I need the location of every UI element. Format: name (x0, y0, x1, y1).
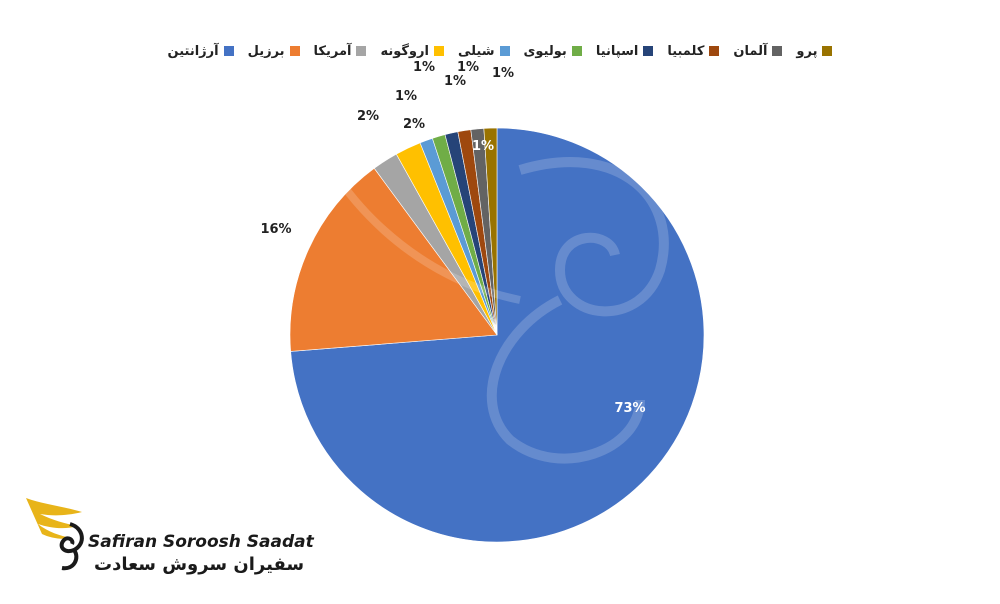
brand-name-en: Safiran Soroosh Saadat (88, 532, 314, 552)
legend-item: کلمبیا (667, 43, 720, 59)
legend-swatch (822, 46, 833, 56)
legend-item: آرژانتین (168, 44, 234, 59)
pie-slices (289, 127, 705, 543)
pie-data-label: 1% (472, 139, 494, 154)
legend-swatch (772, 46, 783, 56)
pie-data-label: 1% (457, 60, 479, 75)
pie-data-label: 1% (444, 74, 466, 89)
brand-logo: Safiran Soroosh Saadat سفیران سروش سعادت (22, 494, 314, 584)
pie-slice (289, 167, 498, 352)
legend-label: برزیل (247, 43, 285, 59)
legend-swatch (643, 46, 654, 56)
legend-swatch (433, 46, 444, 56)
legend-label: شیلی (457, 43, 495, 59)
legend-label: پرو (796, 43, 818, 59)
legend-swatch (499, 46, 510, 56)
swan-wing-logo-icon (26, 498, 84, 571)
legend-swatch (289, 46, 300, 56)
legend-swatch (223, 46, 234, 56)
legend-label: آرژانتین (167, 43, 219, 59)
brand-name-fa: سفیران سروش سعادت (94, 554, 305, 575)
pie-data-label: 2% (403, 117, 425, 132)
legend-label: اروگونه (380, 43, 429, 59)
legend-swatch (709, 46, 720, 56)
pie-data-label: 2% (357, 109, 379, 124)
pie-data-labels: 73%16%2%2%1%1%1%1%1% 1% (260, 60, 645, 416)
pie-data-label: 73% (614, 401, 645, 416)
legend-label: بولیوی (523, 43, 567, 59)
pie-data-label: 1% (492, 66, 514, 81)
legend-item: بولیوی (524, 44, 582, 59)
legend-item: برزیل (248, 44, 300, 59)
legend-label: آلمان (733, 43, 768, 59)
legend-swatch (571, 46, 582, 56)
legend-item: آمریکا (314, 44, 367, 59)
chart-legend: آرژانتین برزیل آمریکا اروگونه شیلی بولیوی اسپا… (168, 40, 833, 62)
legend-item: اسپانیا (596, 44, 654, 59)
legend-label: آمریکا (313, 43, 352, 59)
legend-item: اروگونه (380, 44, 444, 59)
pie-data-label: 1% (395, 89, 417, 104)
legend-item: شیلی (458, 44, 510, 59)
swan-watermark-icon (296, 98, 669, 464)
pie-slice (483, 127, 498, 336)
legend-swatch (356, 46, 367, 56)
legend-item: پرو (796, 43, 833, 59)
pie-data-label: 16% (260, 222, 291, 237)
legend-label: اسپانیا (595, 43, 639, 59)
legend-item: آلمان (733, 43, 783, 59)
pie-data-label: 1% (413, 60, 435, 75)
legend-label: کلمبیا (667, 43, 705, 59)
